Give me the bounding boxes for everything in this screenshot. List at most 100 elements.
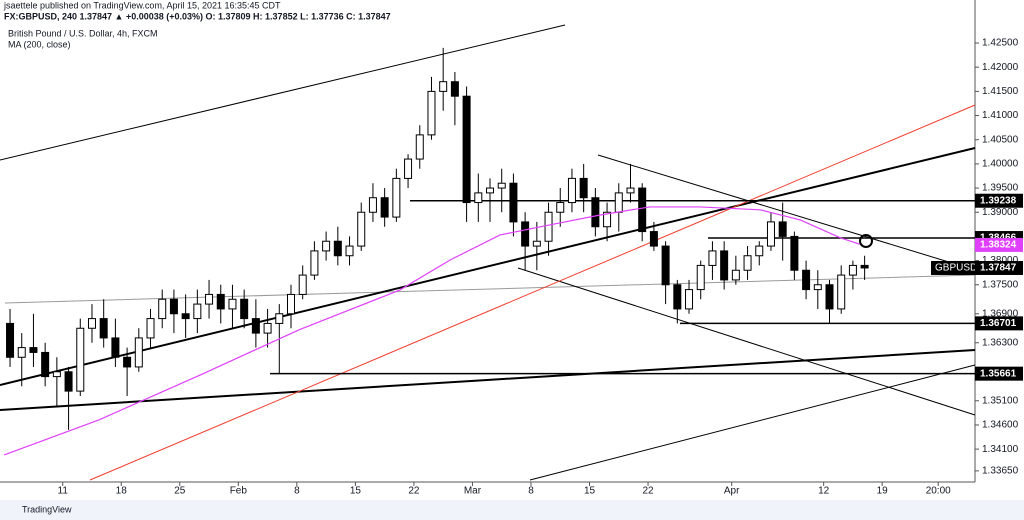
y-tick-label: 1.40000 (982, 159, 1019, 170)
x-tick-label: 22 (642, 486, 654, 497)
candle-body (649, 231, 658, 247)
chart-title: British Pound / U.S. Dollar, 4h, FXCM (8, 28, 158, 38)
candle-body (263, 322, 272, 334)
candle-body (123, 356, 132, 368)
candle-body (450, 81, 459, 97)
trendline (89, 104, 976, 481)
candle-body (474, 192, 483, 204)
candle-body (181, 313, 190, 320)
candle-body (532, 240, 541, 247)
candle-body (591, 197, 600, 228)
candle-body (731, 269, 740, 281)
y-tick-label: 1.36900 (982, 308, 1019, 319)
plot (3, 47, 975, 456)
x-tick-label: 19 (877, 486, 889, 497)
ma-price-label: 1.38324 (980, 240, 1017, 251)
candle-body (544, 211, 553, 242)
candle-body (228, 298, 237, 310)
candle-body (310, 250, 319, 276)
candle-body (146, 318, 155, 339)
candle-body (392, 177, 401, 218)
x-tick-label: Apr (724, 486, 740, 497)
candle-body (825, 284, 834, 310)
level-tag (975, 193, 1023, 208)
y-tick-label: 1.36300 (982, 337, 1019, 348)
candle-body (614, 192, 623, 213)
candle-body (205, 293, 214, 305)
candle-body (708, 250, 717, 266)
candle-body (298, 274, 307, 295)
ma-line (3, 206, 860, 456)
candle-body (41, 351, 50, 378)
candle-body (240, 298, 249, 320)
candle-body (802, 269, 811, 291)
candle-body (251, 318, 260, 334)
candle-body (368, 197, 377, 213)
candle-body (626, 187, 635, 194)
candle-body (404, 158, 413, 179)
candle-body (76, 327, 85, 392)
candle-body (275, 313, 284, 324)
candle-body (497, 182, 506, 189)
level-tag (975, 366, 1023, 381)
candle-body (766, 221, 775, 247)
level-label: 1.39238 (980, 195, 1017, 206)
candle-body (790, 235, 799, 271)
y-tick-label: 1.41500 (982, 86, 1019, 97)
y-tick-label: 1.40500 (982, 134, 1019, 145)
candle-body (357, 211, 366, 247)
trendline (0, 24, 566, 161)
x-tick-label: Feb (230, 486, 248, 497)
trendline (597, 154, 976, 271)
y-tick-label: 1.39500 (982, 183, 1019, 194)
level-label: 1.36701 (980, 318, 1017, 329)
brand: TradingView (22, 504, 72, 514)
level-tag (975, 316, 1023, 331)
candle-body (29, 347, 38, 353)
y-tick-label: 1.41000 (982, 110, 1019, 121)
candle-body (193, 303, 202, 320)
candle-body (567, 177, 576, 204)
candle-body (556, 202, 565, 213)
ma-legend: MA (200, close) (8, 39, 71, 49)
candle-body (579, 177, 588, 199)
candle-body (333, 240, 342, 257)
candle-body (134, 337, 143, 368)
candle-body (509, 182, 518, 223)
level-label: 1.35661 (980, 368, 1017, 379)
x-tick-label: 20:00 (926, 486, 951, 497)
symbol-tag (931, 260, 975, 275)
y-tick-label: 1.39000 (982, 207, 1019, 218)
x-tick-label: 25 (174, 486, 186, 497)
last-price-tag (975, 260, 1023, 275)
candle-body (486, 187, 495, 194)
trendline (0, 147, 976, 386)
symbol-label: GBPUSD (935, 263, 977, 274)
x-tick-label: Mar (464, 486, 482, 497)
candle-body (6, 322, 15, 358)
candle-body (52, 371, 61, 378)
candle-body (743, 255, 752, 271)
y-tick-label: 1.34100 (982, 444, 1019, 455)
candle-body (778, 221, 787, 237)
trendline (529, 364, 976, 481)
x-tick-label: 18 (116, 486, 128, 497)
x-tick-label: 15 (350, 486, 362, 497)
y-tick-label: 1.37500 (982, 279, 1019, 290)
candle-body (521, 221, 530, 247)
candle-body (286, 293, 295, 315)
trendline (517, 267, 976, 416)
candle-body (603, 211, 612, 228)
trendline (0, 349, 976, 411)
candle-body (169, 298, 178, 315)
y-tick-label: 1.42500 (982, 38, 1019, 49)
x-tick-label: 8 (528, 486, 534, 497)
candle-body (638, 187, 647, 233)
y-tick-label: 1.33650 (982, 466, 1019, 477)
candle-body (661, 245, 670, 286)
candle-body (427, 90, 436, 136)
x-tick-label: 12 (818, 486, 830, 497)
candle-body (345, 245, 354, 257)
